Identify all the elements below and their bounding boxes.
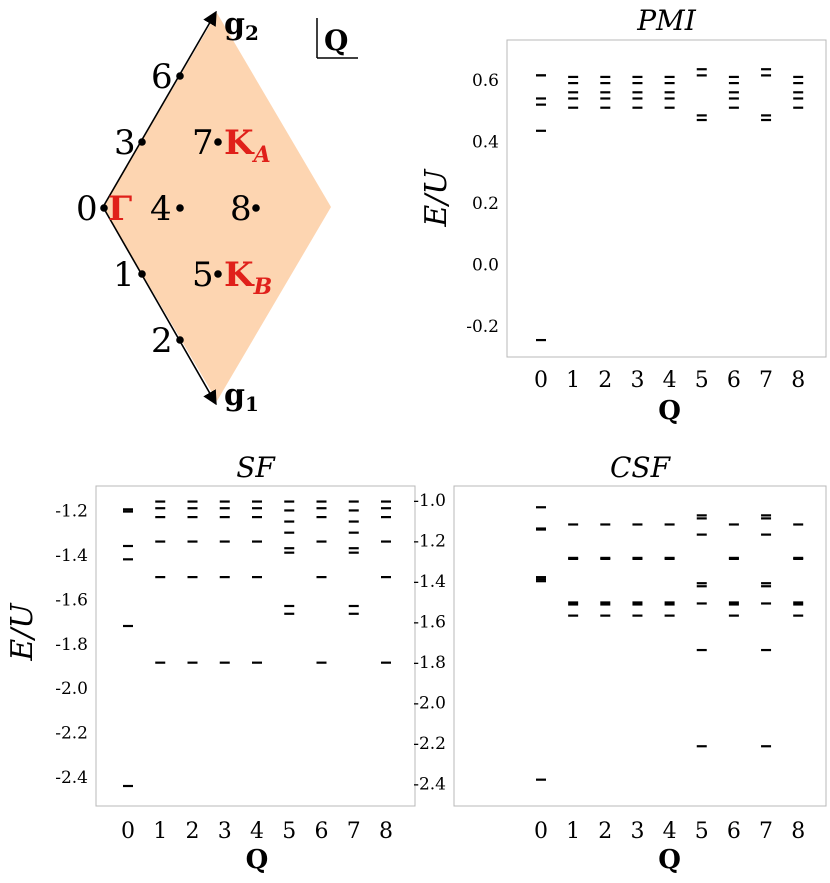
- pmi-y-tick-label: 0.4: [472, 133, 499, 153]
- pmi-panel: PMI -0.2 0.0 0.2 0.4 0.6 0 1 2 3 4 5 6 7 8 Q E/U: [419, 4, 827, 426]
- pmi-y-tick-label: -0.2: [466, 317, 499, 337]
- sf-x-tick-label: 5: [282, 819, 296, 844]
- csf-x-tick-label: 7: [759, 819, 773, 844]
- pmi-plot-frame: [506, 39, 827, 358]
- pmi-x-tick-label: 0: [534, 368, 548, 393]
- g2-label: g2: [224, 7, 259, 45]
- sf-x-axis-label: Q: [246, 845, 269, 875]
- k-point-dot-8: [252, 204, 260, 212]
- pmi-x-tick-label: 7: [759, 368, 773, 393]
- ka-label: KA: [224, 123, 271, 168]
- pmi-x-tick-label: 3: [630, 368, 644, 393]
- csf-y-tick-label: -1.0: [413, 491, 446, 511]
- k-point-label-2: 2: [151, 321, 173, 361]
- k-point-dot-2: [176, 336, 184, 344]
- sf-x-tick-label: 0: [121, 819, 135, 844]
- k-point-label-7: 7: [192, 123, 214, 163]
- csf-x-tick-label: 0: [534, 819, 548, 844]
- k-point-dot-6: [176, 72, 184, 80]
- csf-y-tick-label: -1.4: [413, 572, 446, 592]
- csf-x-tick-label: 4: [663, 819, 677, 844]
- sf-x-tick-label: 1: [153, 819, 167, 844]
- sf-y-tick-label: -2.2: [55, 724, 88, 744]
- csf-y-tick-label: -1.6: [413, 613, 446, 633]
- brillouin-zone-rhombus: [103, 13, 331, 401]
- csf-x-tick-label: 5: [695, 819, 709, 844]
- sf-x-tick-label: 4: [250, 819, 264, 844]
- brillouin-zone-diagram: g2 g1 Q 0 1 2 3 4 5 6 7 8 Γ KA KB: [76, 7, 358, 416]
- sf-x-tick-label: 7: [347, 819, 361, 844]
- pmi-x-tick-label: 8: [791, 368, 805, 393]
- k-point-label-6: 6: [151, 57, 173, 97]
- pmi-x-tick-label: 5: [695, 368, 709, 393]
- pmi-y-axis-label: E/U: [419, 168, 454, 228]
- k-point-label-4: 4: [150, 189, 172, 229]
- csf-x-tick-label: 3: [630, 819, 644, 844]
- sf-x-tick-label: 2: [186, 819, 200, 844]
- sf-title: SF: [236, 451, 276, 484]
- csf-plot-frame: [453, 485, 827, 807]
- gamma-label: Γ: [108, 189, 132, 229]
- k-point-label-1: 1: [113, 255, 135, 295]
- sf-y-tick-label: -1.6: [55, 590, 88, 610]
- csf-x-tick-label: 1: [566, 819, 580, 844]
- q-legend: Q: [316, 18, 358, 59]
- k-point-dot-1: [138, 270, 146, 278]
- sf-x-tick-label: 8: [379, 819, 393, 844]
- csf-y-tick-label: -2.2: [413, 734, 446, 754]
- sf-y-tick-label: -1.2: [55, 501, 88, 521]
- sf-y-tick-label: -2.0: [55, 679, 88, 699]
- csf-x-axis-label: Q: [658, 845, 681, 875]
- pmi-x-tick-label: 2: [598, 368, 612, 393]
- pmi-y-tick-label: 0.2: [472, 194, 499, 214]
- g2-arrow: [102, 10, 217, 208]
- csf-x-tick-label: 8: [791, 819, 805, 844]
- csf-y-tick-label: -1.8: [413, 653, 446, 673]
- sf-x-tick-label: 6: [315, 819, 329, 844]
- k-point-label-5: 5: [192, 255, 214, 295]
- k-point-dot-0: [100, 204, 108, 212]
- pmi-x-tick-label: 6: [727, 368, 741, 393]
- pmi-x-tick-label: 4: [663, 368, 677, 393]
- csf-x-tick-label: 2: [598, 819, 612, 844]
- csf-y-tick-label: -2.4: [413, 775, 446, 795]
- sf-y-tick-label: -1.8: [55, 635, 88, 655]
- k-point-label-0: 0: [76, 189, 98, 229]
- k-point-label-3: 3: [114, 123, 136, 163]
- k-point-label-8: 8: [230, 189, 252, 229]
- g1-arrow: [102, 206, 217, 406]
- g1-label: g1: [224, 378, 259, 416]
- kb-label: KB: [224, 255, 272, 300]
- csf-x-tick-label: 6: [727, 819, 741, 844]
- k-point-dot-3: [138, 138, 146, 146]
- q-legend-label: Q: [324, 24, 348, 57]
- k-point-dot-4: [176, 204, 184, 212]
- pmi-y-tick-label: 0.6: [472, 71, 499, 91]
- sf-y-tick-label: -1.4: [55, 546, 88, 566]
- k-point-dot-7: [214, 138, 222, 146]
- pmi-x-tick-label: 1: [566, 368, 580, 393]
- sf-panel: SF -2.4 -2.2 -2.0 -1.8 -1.6 -1.4 -1.2 0 1 2 3 4 5 6 7 8 Q…: [5, 451, 416, 875]
- csf-y-tick-label: -2.0: [413, 694, 446, 714]
- sf-plot-frame: [95, 485, 416, 807]
- csf-panel: CSF -2.4 -2.2 -2.0 -1.8 -1.6 -1.4 -1.2 -1.0 0 1 2 3 4…: [413, 451, 827, 875]
- pmi-title: PMI: [636, 4, 697, 37]
- pmi-x-axis-label: Q: [658, 396, 681, 426]
- sf-y-tick-label: -2.4: [55, 768, 88, 788]
- csf-title: CSF: [610, 451, 672, 484]
- pmi-y-tick-label: 0.0: [472, 256, 499, 276]
- k-point-dot-5: [214, 270, 222, 278]
- sf-y-axis-label: E/U: [5, 602, 40, 662]
- sf-x-tick-label: 3: [218, 819, 232, 844]
- csf-y-tick-label: -1.2: [413, 532, 446, 552]
